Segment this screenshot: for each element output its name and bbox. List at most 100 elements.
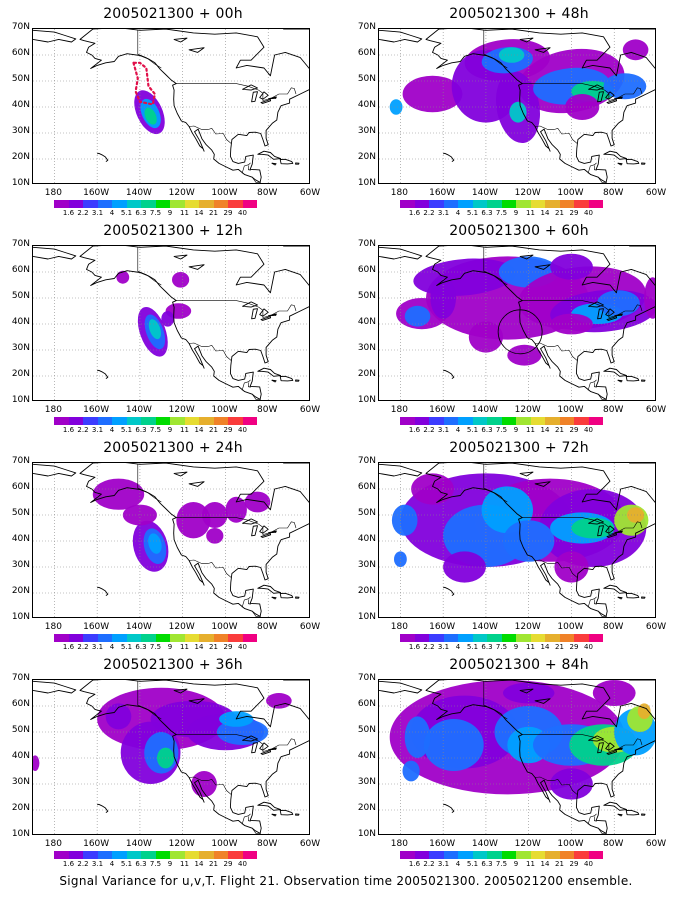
colorbar-swatch: [213, 200, 228, 208]
lat-label: 10N: [357, 829, 376, 839]
colorbar-label: 5.1: [120, 643, 133, 651]
colorbar-swatch: [170, 851, 185, 859]
map-plot: [32, 462, 310, 618]
colorbar-label: 1.6: [408, 426, 421, 434]
variance-contour: [144, 107, 157, 125]
colorbar-label: 1.6: [62, 860, 75, 868]
lon-label: 120W: [168, 188, 195, 198]
colorbar-label: 7.5: [149, 426, 162, 434]
colorbar-label: 7.5: [149, 209, 162, 217]
colorbar-swatch: [68, 851, 83, 859]
colorbar-label: 6.3: [135, 426, 147, 434]
colorbar-swatch: [199, 200, 214, 208]
lat-label: 60N: [357, 48, 376, 58]
variance-contour: [637, 703, 651, 719]
lat-label: 50N: [357, 74, 376, 84]
lon-label: 140W: [125, 405, 152, 415]
variance-contour: [206, 528, 224, 544]
colorbar-swatch: [530, 417, 545, 425]
colorbar-swatch: [487, 851, 502, 859]
colorbar-swatch: [588, 634, 603, 642]
variance-contour: [176, 502, 211, 539]
variance-contour: [389, 99, 403, 115]
colorbar-label: 7.5: [149, 643, 162, 651]
colorbar-swatch: [574, 200, 589, 208]
colorbar-swatch: [141, 851, 156, 859]
colorbar-swatch: [487, 200, 502, 208]
colorbar-label: 21: [209, 860, 218, 868]
colorbar-swatch: [228, 417, 243, 425]
colorbar: [54, 634, 257, 642]
variance-contour: [391, 504, 418, 536]
lat-label: 70N: [357, 22, 376, 32]
colorbar-swatch: [242, 417, 257, 425]
lon-label: 180: [44, 622, 62, 632]
lon-label: 140W: [125, 188, 152, 198]
colorbar-swatch: [530, 200, 545, 208]
colorbar-label: 21: [209, 426, 218, 434]
colorbar-label: 6.3: [481, 643, 493, 651]
variance-contour: [92, 478, 145, 510]
coastlines: [33, 680, 309, 834]
colorbar-swatch: [184, 417, 199, 425]
colorbar-label: 3.1: [437, 860, 450, 868]
colorbar-label: 6.3: [481, 860, 493, 868]
colorbar: [400, 634, 603, 642]
colorbar-swatch: [213, 634, 228, 642]
colorbar-swatch: [199, 417, 214, 425]
colorbar-label: 11: [526, 426, 535, 434]
lon-label: 60W: [645, 622, 667, 632]
lat-label: 40N: [11, 100, 30, 110]
lon-label: 140W: [471, 839, 498, 849]
colorbar-swatch: [559, 634, 574, 642]
colorbar-swatch: [97, 200, 112, 208]
colorbar-swatch: [68, 634, 83, 642]
colorbar-swatch: [559, 851, 574, 859]
colorbar-label: 11: [180, 426, 189, 434]
colorbar-label: 7.5: [149, 860, 162, 868]
variance-contour: [550, 253, 593, 280]
lat-label: 20N: [357, 586, 376, 596]
variance-contour: [603, 73, 647, 100]
variance-contour: [423, 719, 484, 771]
colorbar-swatch: [429, 200, 444, 208]
colorbar-swatch: [126, 417, 141, 425]
lat-label: 60N: [357, 699, 376, 709]
colorbar-swatch: [170, 634, 185, 642]
lat-label: 50N: [357, 725, 376, 735]
colorbar-swatch: [213, 851, 228, 859]
colorbar-swatch: [501, 417, 516, 425]
variance-contour: [404, 716, 431, 758]
panel-title: 2005021300 + 24h: [103, 440, 243, 456]
colorbar-label: 9: [167, 643, 173, 651]
colorbar-label: 11: [180, 209, 189, 217]
colorbar-label: 7.5: [495, 860, 508, 868]
colorbar-label: 7.5: [495, 209, 508, 217]
colorbar-swatch: [545, 417, 560, 425]
colorbar-label: 1.6: [62, 426, 75, 434]
lon-label: 120W: [514, 622, 541, 632]
lon-label: 160W: [83, 188, 110, 198]
lon-label: 100W: [211, 405, 238, 415]
variance-contour: [627, 507, 645, 523]
lat-label: 40N: [357, 751, 376, 761]
colorbar-label: 40: [238, 426, 247, 434]
lat-label: 30N: [357, 777, 376, 787]
colorbar-swatch: [242, 634, 257, 642]
colorbar-swatch: [588, 417, 603, 425]
lat-label: 10N: [11, 178, 30, 188]
lon-label: 120W: [168, 839, 195, 849]
colorbar-label: 5.1: [466, 426, 479, 434]
lat-label: 50N: [11, 291, 30, 301]
lat-label: 70N: [11, 22, 30, 32]
lat-label: 10N: [11, 612, 30, 622]
colorbar-label: 3.1: [437, 426, 450, 434]
colorbar-swatch: [443, 417, 458, 425]
lat-label: 50N: [11, 725, 30, 735]
colorbar-swatch: [458, 634, 473, 642]
colorbar: [400, 417, 603, 425]
lat-label: 50N: [357, 291, 376, 301]
lon-label: 160W: [83, 405, 110, 415]
colorbar-swatch: [559, 200, 574, 208]
colorbar-label: 9: [167, 860, 173, 868]
